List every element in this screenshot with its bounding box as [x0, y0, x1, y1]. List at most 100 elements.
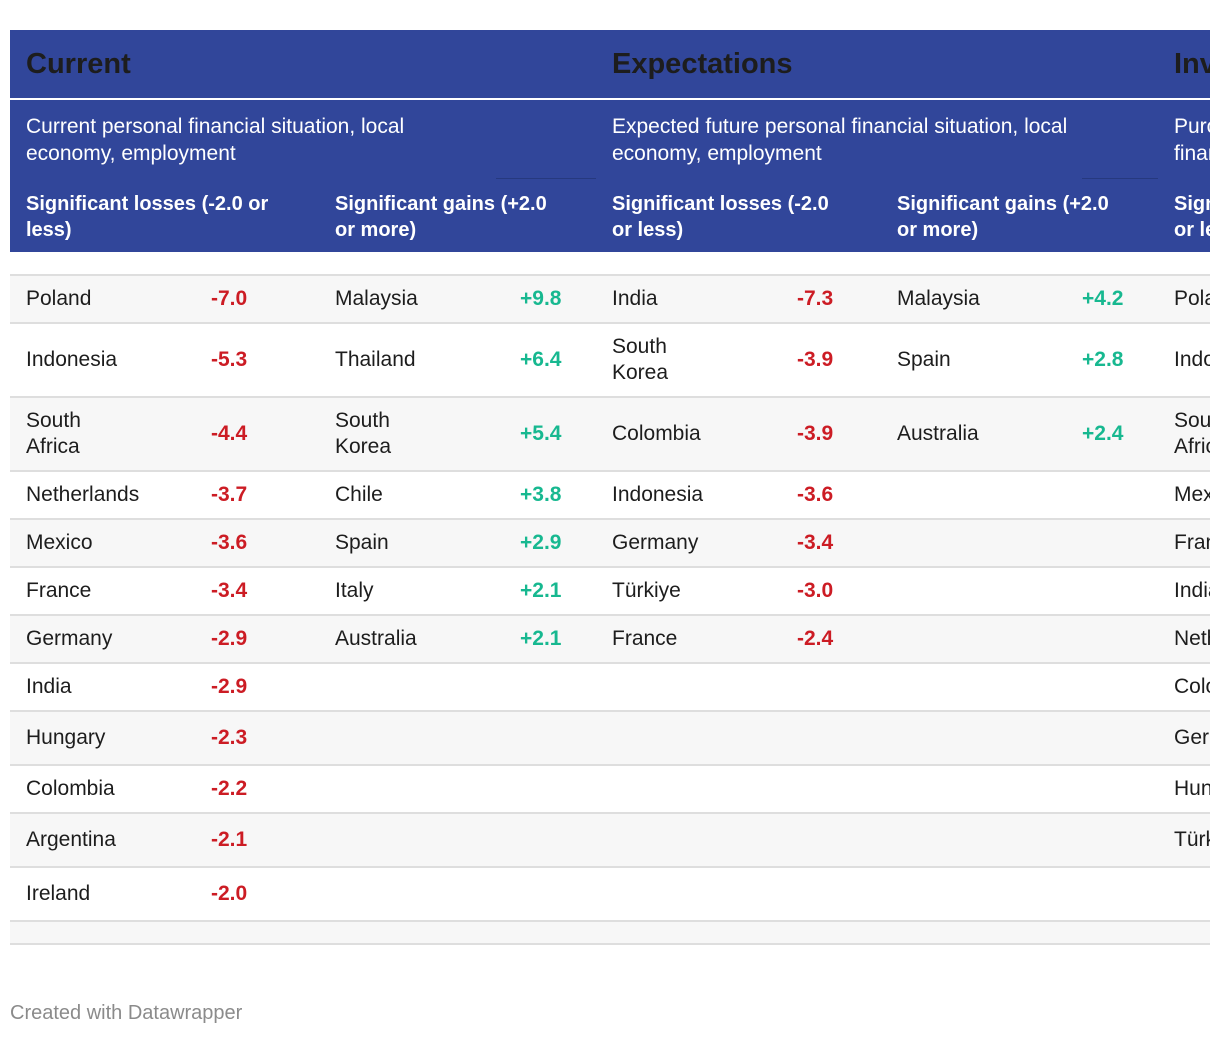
table-row: [10, 616, 1210, 664]
country-label: France: [612, 627, 678, 650]
country-name: France: [1174, 520, 1210, 566]
country-name: Colombia: [612, 398, 792, 470]
score-value: +2.8: [1082, 348, 1124, 371]
country-name: Mexico: [1174, 472, 1210, 518]
country-name: Australia: [897, 398, 1077, 470]
table-end-row: [10, 922, 1210, 945]
country-label: India: [26, 675, 72, 698]
country-name: Poland: [1174, 276, 1210, 322]
country-label: Colombia: [26, 777, 115, 800]
score-value: +2.4: [1082, 422, 1124, 445]
table-row: [10, 568, 1210, 616]
table-row: [10, 472, 1210, 520]
country-label: Colombia: [1174, 675, 1210, 698]
country-label: India: [612, 287, 658, 310]
country-label: South Africa: [1174, 409, 1210, 458]
score-value: +4.2: [1082, 287, 1124, 310]
country-name: South Korea: [612, 324, 702, 396]
country-name: Poland: [26, 276, 206, 322]
table-row: [10, 712, 1210, 766]
country-name: Malaysia: [897, 276, 1077, 322]
score-value: -5.3: [211, 348, 248, 371]
country-name: Indonesia: [612, 472, 792, 518]
score-value: -2.4: [797, 627, 834, 650]
group-title: Expectations: [612, 47, 793, 80]
country-name: France: [26, 568, 206, 614]
country-name: Spain: [335, 520, 515, 566]
country-name: South Korea: [335, 398, 425, 470]
column-header[interactable]: Significant gains (+2.0 or more): [881, 179, 1121, 252]
table-row: [10, 766, 1210, 814]
table-row: [10, 664, 1210, 712]
country-name: Germany: [1174, 712, 1210, 764]
country-label: Hungary: [1174, 777, 1210, 800]
country-name: South Africa: [26, 398, 116, 470]
group-subtitle: Current personal financial situation, lo…: [10, 100, 496, 180]
country-label: Indonesia: [26, 348, 118, 371]
column-header[interactable]: Significant gains (+2.0 or more): [319, 179, 559, 252]
country-name: Netherlands: [1174, 616, 1210, 662]
country-name: Colombia: [1174, 664, 1210, 710]
country-label: South Africa: [26, 409, 81, 458]
country-name: Australia: [335, 616, 515, 662]
table-row: [10, 276, 1210, 324]
score-value: -3.0: [797, 579, 834, 602]
country-name: Hungary: [1174, 766, 1210, 812]
country-name: India: [1174, 568, 1210, 614]
score-value: -7.0: [211, 287, 248, 310]
country-label: Hungary: [26, 726, 106, 749]
country-label: Malaysia: [897, 287, 980, 310]
score-value: +2.9: [520, 531, 562, 554]
country-label: Argentina: [26, 828, 116, 851]
group-subtitle-text: Current personal financial situation, lo…: [26, 115, 405, 165]
score-value: -4.4: [211, 422, 248, 445]
group-subtitle: Purchasing and investment climate, house…: [1158, 100, 1210, 180]
country-name: Spain: [897, 324, 1077, 396]
score-value: -2.1: [211, 828, 248, 851]
country-label: Germany: [612, 531, 699, 554]
country-label: Germany: [26, 627, 113, 650]
score-value: +3.8: [520, 483, 562, 506]
country-name: Ireland: [26, 868, 206, 920]
score-value: +5.4: [520, 422, 562, 445]
country-label: Netherlands: [26, 483, 140, 506]
country-label: South Korea: [335, 409, 392, 458]
country-label: Australia: [335, 627, 417, 650]
country-label: Türkiye: [1174, 828, 1210, 851]
country-label: Mexico: [1174, 483, 1210, 506]
country-name: Colombia: [26, 766, 206, 812]
country-name: France: [612, 616, 792, 662]
score-value: +6.4: [520, 348, 562, 371]
country-label: South Korea: [612, 335, 669, 384]
group-subtitle: Expected future personal financial situa…: [596, 100, 1082, 180]
score-value: -3.4: [797, 531, 834, 554]
country-label: Indonesia: [612, 483, 704, 506]
country-name: India: [612, 276, 792, 322]
country-label: Australia: [897, 422, 979, 445]
score-value: -2.2: [211, 777, 248, 800]
country-label: Netherlands: [1174, 627, 1210, 650]
table-row: [10, 520, 1210, 568]
country-name: Indonesia: [26, 324, 206, 396]
country-label: France: [26, 579, 92, 602]
country-name: Malaysia: [335, 276, 515, 322]
country-label: Türkiye: [612, 579, 681, 602]
group-subtitle-text: Purchasing and investment climate, house…: [1174, 115, 1210, 165]
country-name: Mexico: [26, 520, 206, 566]
country-label: Poland: [1174, 287, 1210, 310]
score-value: -3.6: [211, 531, 248, 554]
country-label: Italy: [335, 579, 374, 602]
country-label: India: [1174, 579, 1210, 602]
datawrapper-credit[interactable]: Created with Datawrapper: [10, 1002, 243, 1024]
column-header[interactable]: Significant losses (-2.0 or less): [596, 179, 836, 252]
column-header[interactable]: Significant losses (-2.0 or less): [10, 179, 280, 252]
score-value: -2.9: [211, 675, 248, 698]
country-label: Spain: [335, 531, 389, 554]
country-name: Türkiye: [612, 568, 792, 614]
country-label: Indonesia: [1174, 348, 1210, 371]
column-header[interactable]: Significant losses (-2.0 or less): [1158, 179, 1210, 252]
table-row: [10, 868, 1210, 922]
country-name: Netherlands: [26, 472, 206, 518]
country-label: Mexico: [26, 531, 93, 554]
header-divider: [10, 98, 1210, 100]
